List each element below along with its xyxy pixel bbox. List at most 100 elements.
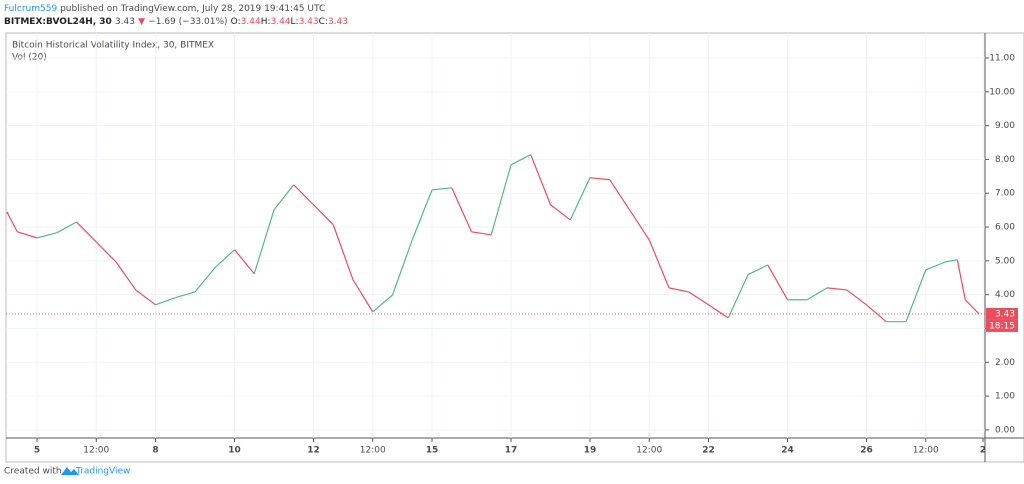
price-segment — [194, 267, 216, 293]
price-segment — [135, 289, 156, 306]
logo — [61, 467, 79, 475]
price-segment — [234, 249, 255, 275]
price-segment — [451, 187, 473, 233]
price-segment — [806, 287, 828, 301]
x-tick-label: 12:00 — [913, 446, 939, 456]
ohlc: O:3.44H:3.44L:3.43C:3.43 — [231, 17, 348, 27]
ohlc-value: 3.43 — [299, 17, 319, 27]
x-tick-label: 2 — [980, 446, 986, 456]
price-segment — [747, 264, 769, 276]
last: 3.43 — [115, 17, 135, 27]
y-tick-label: 6.00 — [995, 223, 1015, 233]
y-tick-label: 5.00 — [995, 256, 1015, 266]
ohlc-value: 3.43 — [328, 17, 348, 27]
footer-created: Created with — [4, 467, 62, 477]
price-segment — [56, 221, 77, 234]
price-segment — [253, 209, 275, 274]
price-segment — [510, 154, 532, 166]
price-segment — [273, 184, 295, 211]
price-segment — [490, 164, 512, 235]
price-segment — [411, 189, 433, 241]
y-tick-label: 4.00 — [995, 290, 1015, 300]
x-tick-label: 19 — [584, 446, 597, 456]
header-line: Fulcrum559 published on TradingView.com,… — [4, 4, 325, 14]
x-tick-label: 22 — [702, 446, 715, 456]
symbol-line: BITMEX:BVOL24H, 30 3.43 ▼ −1.69 (−33.01%… — [4, 17, 348, 27]
price-segment — [826, 287, 847, 291]
last-price-tag — [986, 307, 1018, 320]
y-tick-label: 2.00 — [995, 358, 1015, 368]
price-segment — [293, 184, 314, 206]
price-segment — [668, 287, 689, 293]
price-segment — [36, 232, 57, 239]
y-tick-label: 9.00 — [995, 121, 1015, 131]
price-segment — [431, 187, 452, 191]
y-tick-label: 1.00 — [995, 392, 1015, 402]
price-segment — [925, 261, 946, 271]
last-price-label: 3.43 — [995, 309, 1015, 319]
price-segment — [589, 177, 610, 181]
y-tick-label: 11.00 — [989, 54, 1015, 64]
price-segment — [214, 249, 235, 269]
x-tick-label: 26 — [860, 446, 873, 456]
price-segment — [76, 221, 97, 243]
price-segment — [17, 231, 38, 239]
price-segment — [6, 212, 18, 233]
x-tick-label: 12:00 — [360, 446, 386, 456]
price-segment — [115, 261, 137, 291]
x-tick-label: 24 — [781, 446, 794, 456]
chart-title: Bitcoin Historical Volatility Index, 30,… — [12, 41, 214, 51]
ohlc-label: C: — [319, 17, 328, 27]
price-segment — [391, 239, 413, 296]
y-tick-label: 0.00 — [995, 425, 1015, 435]
price-segment — [956, 259, 966, 300]
author: Fulcrum559 — [4, 4, 57, 14]
y-tick-label: 10.00 — [989, 87, 1015, 97]
ohlc-label: H: — [261, 17, 271, 27]
y-tick-label: 8.00 — [995, 155, 1015, 165]
footer-brand: TradingView — [75, 467, 130, 477]
price-segment — [846, 289, 867, 306]
y-tick-label: 7.00 — [995, 189, 1015, 199]
x-tick-label: 12:00 — [83, 446, 109, 456]
price-segment — [945, 259, 958, 263]
frame — [5, 32, 1024, 463]
price-segment — [372, 294, 393, 313]
price-segment — [332, 224, 354, 280]
price-segment — [964, 299, 980, 315]
symbol: BITMEX:BVOL24H, 30 — [4, 17, 112, 27]
price-segment — [609, 179, 631, 211]
price-segment — [648, 239, 670, 289]
ohlc-label: O: — [231, 17, 241, 27]
price-segment — [471, 231, 492, 236]
price-segment — [550, 204, 571, 221]
price-segment — [352, 279, 374, 313]
price-segment — [95, 241, 117, 263]
countdown-tag — [986, 319, 1018, 332]
countdown-label: 18:15 — [989, 321, 1015, 331]
price-segment — [629, 209, 650, 241]
x-tick-label: 10 — [228, 446, 241, 456]
x-tick-label: 8 — [152, 446, 158, 456]
price-segment — [767, 264, 789, 301]
indicator: Vol (20) — [12, 53, 47, 63]
price-segment — [708, 304, 729, 319]
price-segment — [155, 297, 176, 306]
ohlc-value: 3.44 — [241, 17, 261, 27]
price-segment — [688, 291, 709, 306]
x-tick-label: 12 — [307, 446, 320, 456]
price-segment — [569, 177, 591, 221]
published: published on TradingView.com, July 28, 2… — [60, 4, 325, 14]
arrow: ▼ — [138, 17, 145, 27]
price-segment — [905, 269, 927, 322]
x-tick-label: 5 — [34, 446, 40, 456]
price-segment — [175, 291, 196, 299]
x-tick-label: 12:00 — [636, 446, 662, 456]
ohlc-label: L: — [291, 17, 299, 27]
x-tick-label: 17 — [505, 446, 518, 456]
price-segment — [313, 204, 334, 226]
price-segment — [530, 154, 552, 205]
change: −1.69 (−33.01%) — [148, 17, 227, 27]
price-segment — [727, 274, 749, 319]
